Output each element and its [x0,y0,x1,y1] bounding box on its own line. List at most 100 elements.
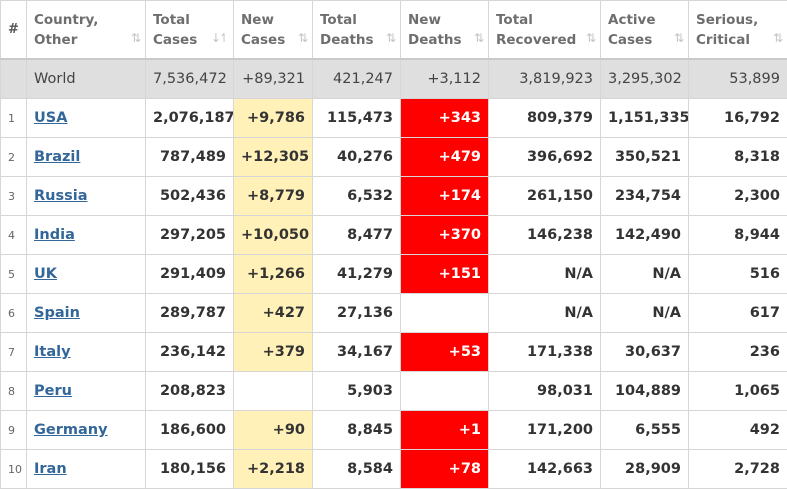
country-cell: UK [27,255,146,294]
rank-cell [1,59,27,99]
new-cases-header[interactable]: New Cases⇅ [234,1,313,60]
new-deaths-cell: +370 [401,216,489,255]
country-cell: Iran [27,450,146,489]
serious-critical-header[interactable]: Serious, Critical⇅ [689,1,787,60]
header-label: New Deaths [408,10,481,50]
rank-cell: 5 [1,255,27,294]
serious-critical-cell: 236 [689,333,787,372]
sort-icon[interactable]: ⇅ [131,28,139,48]
serious-critical-cell: 2,728 [689,450,787,489]
total-recovered-header[interactable]: Total Recovered⇅ [489,1,601,60]
sort-icon[interactable]: ⇅ [773,28,781,48]
total-deaths-cell: 8,477 [313,216,401,255]
active-cases-header[interactable]: Active Cases⇅ [601,1,689,60]
total-deaths-header[interactable]: Total Deaths⇅ [313,1,401,60]
rank-cell: 1 [1,99,27,138]
country-link[interactable]: Spain [34,305,80,321]
country-cell: USA [27,99,146,138]
total-recovered-cell: 396,692 [489,138,601,177]
country-link[interactable]: Brazil [34,149,80,165]
new-deaths-cell [401,372,489,411]
rank-cell: 3 [1,177,27,216]
new-cases-cell: +1,266 [234,255,313,294]
total-deaths-cell: 27,136 [313,294,401,333]
total-cases-cell: 297,205 [146,216,234,255]
sort-icon[interactable]: ↓↿ [211,28,227,48]
sort-icon[interactable]: ⇅ [298,28,306,48]
active-cases-cell: 350,521 [601,138,689,177]
country-link[interactable]: Italy [34,344,71,360]
new-deaths-cell: +343 [401,99,489,138]
active-cases-cell: 104,889 [601,372,689,411]
country-link[interactable]: Germany [34,422,108,438]
new-deaths-cell [401,294,489,333]
total-recovered-cell: 261,150 [489,177,601,216]
active-cases-cell: 1,151,335 [601,99,689,138]
header-label: Active Cases [608,10,681,50]
serious-critical-cell: 617 [689,294,787,333]
header-label: # [8,20,26,40]
new-cases-cell: +2,218 [234,450,313,489]
rank-cell: 7 [1,333,27,372]
active-cases-cell: N/A [601,294,689,333]
new-deaths-cell: +3,112 [401,59,489,99]
total-deaths-cell: 421,247 [313,59,401,99]
total-cases-cell: 2,076,187 [146,99,234,138]
serious-critical-cell: 8,318 [689,138,787,177]
serious-critical-cell: 2,300 [689,177,787,216]
rank-cell: 4 [1,216,27,255]
sort-icon[interactable]: ⇅ [586,28,594,48]
total-cases-cell: 236,142 [146,333,234,372]
serious-critical-cell: 1,065 [689,372,787,411]
active-cases-cell: 6,555 [601,411,689,450]
total-cases-cell: 291,409 [146,255,234,294]
total-deaths-cell: 115,473 [313,99,401,138]
total-deaths-cell: 6,532 [313,177,401,216]
total-deaths-cell: 34,167 [313,333,401,372]
new-cases-cell: +379 [234,333,313,372]
country-link[interactable]: Iran [34,461,67,477]
active-cases-cell: 30,637 [601,333,689,372]
country-link[interactable]: Peru [34,383,72,399]
total-cases-header[interactable]: Total Cases↓↿ [146,1,234,60]
sort-icon[interactable]: ⇅ [386,28,394,48]
country-cell: Germany [27,411,146,450]
country-link[interactable]: UK [34,266,57,282]
total-deaths-cell: 5,903 [313,372,401,411]
new-cases-cell: +8,779 [234,177,313,216]
header-label: Total Deaths [320,10,393,50]
header-label: Total Recovered [496,10,593,50]
serious-critical-cell: 516 [689,255,787,294]
serious-critical-cell: 8,944 [689,216,787,255]
country-header[interactable]: Country, Other⇅ [27,1,146,60]
country-cell: India [27,216,146,255]
country-link[interactable]: Russia [34,188,88,204]
header-label: Country, Other [34,10,138,50]
sort-icon[interactable]: ⇅ [474,28,482,48]
total-deaths-cell: 40,276 [313,138,401,177]
new-cases-cell: +90 [234,411,313,450]
header-label: Serious, Critical [696,10,780,50]
header-row: #Country, Other⇅Total Cases↓↿New Cases⇅T… [1,1,787,60]
rank-cell: 9 [1,411,27,450]
rank-cell: 8 [1,372,27,411]
country-link[interactable]: India [34,227,75,243]
new-deaths-cell: +479 [401,138,489,177]
sort-icon[interactable]: ⇅ [674,28,682,48]
total-cases-cell: 7,536,472 [146,59,234,99]
total-cases-cell: 208,823 [146,372,234,411]
country-link[interactable]: USA [34,110,67,126]
new-deaths-header[interactable]: New Deaths⇅ [401,1,489,60]
new-deaths-cell: +78 [401,450,489,489]
total-recovered-cell: 3,819,923 [489,59,601,99]
total-cases-cell: 180,156 [146,450,234,489]
country-cell: Brazil [27,138,146,177]
